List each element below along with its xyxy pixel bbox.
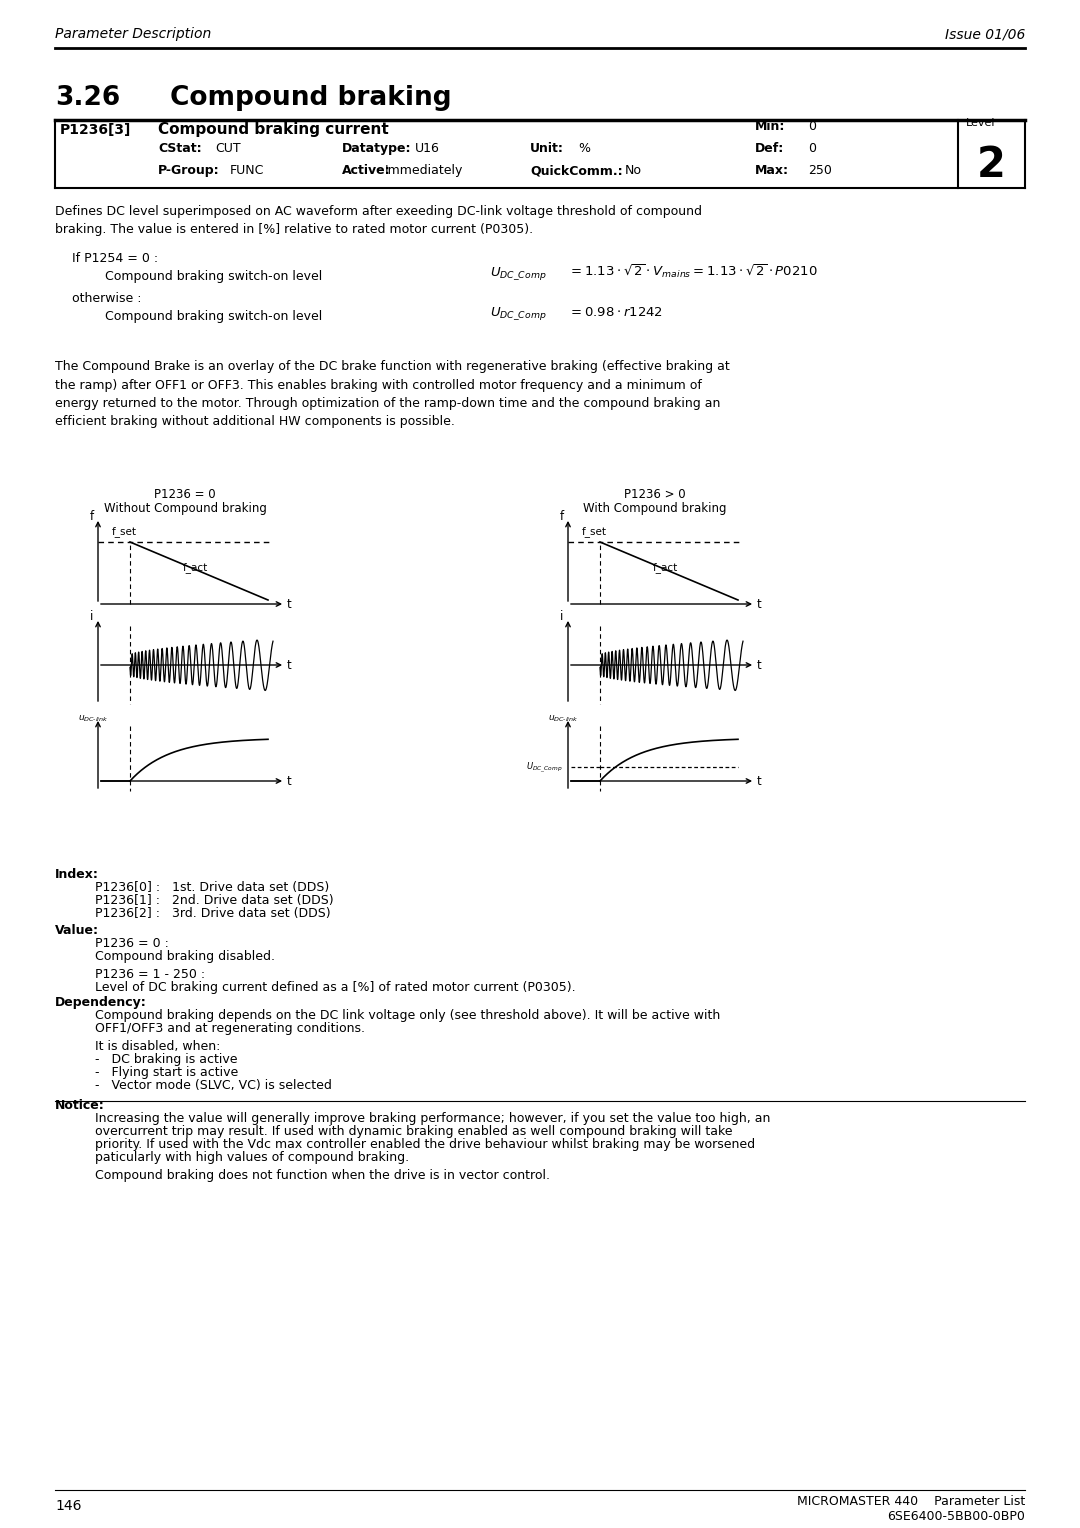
Text: 0: 0: [808, 142, 816, 154]
Text: Value:: Value:: [55, 924, 99, 937]
Text: P1236 = 0: P1236 = 0: [154, 487, 216, 501]
Text: Index:: Index:: [55, 868, 99, 882]
Text: Compound braking current: Compound braking current: [158, 122, 389, 138]
Text: Compound braking switch-on level: Compound braking switch-on level: [105, 310, 322, 322]
Text: i: i: [91, 610, 94, 623]
Text: The Compound Brake is an overlay of the DC brake function with regenerative brak: The Compound Brake is an overlay of the …: [55, 361, 730, 428]
Text: Defines DC level superimposed on AC waveform after exeeding DC-link voltage thre: Defines DC level superimposed on AC wave…: [55, 205, 702, 237]
Text: $U_{DC\_Comp}$: $U_{DC\_Comp}$: [526, 761, 563, 775]
Text: 146: 146: [55, 1499, 81, 1513]
Text: -   Vector mode (SLVC, VC) is selected: - Vector mode (SLVC, VC) is selected: [95, 1079, 332, 1093]
Text: Without Compound braking: Without Compound braking: [104, 503, 267, 515]
Text: t: t: [757, 775, 761, 788]
Text: overcurrent trip may result. If used with dynamic braking enabled as well compou: overcurrent trip may result. If used wit…: [95, 1125, 732, 1138]
Text: $=0.98\cdot r1242$: $=0.98\cdot r1242$: [568, 306, 663, 319]
Text: QuickComm.:: QuickComm.:: [530, 163, 623, 177]
Text: f_act: f_act: [183, 562, 208, 573]
Text: P1236[1] :   2nd. Drive data set (DDS): P1236[1] : 2nd. Drive data set (DDS): [95, 894, 334, 908]
Text: t: t: [287, 597, 292, 611]
Text: f_act: f_act: [653, 562, 678, 573]
Text: f: f: [90, 510, 94, 523]
Text: t: t: [757, 597, 761, 611]
Text: Increasing the value will generally improve braking performance; however, if you: Increasing the value will generally impr…: [95, 1112, 770, 1125]
Text: MICROMASTER 440    Parameter List: MICROMASTER 440 Parameter List: [797, 1494, 1025, 1508]
Text: -   DC braking is active: - DC braking is active: [95, 1053, 238, 1067]
Text: Level of DC braking current defined as a [%] of rated motor current (P0305).: Level of DC braking current defined as a…: [95, 981, 576, 995]
Text: t: t: [287, 775, 292, 788]
Text: Datatype:: Datatype:: [342, 142, 411, 154]
Text: Compound braking switch-on level: Compound braking switch-on level: [105, 270, 322, 283]
Text: 0: 0: [808, 121, 816, 133]
Text: P1236[2] :   3rd. Drive data set (DDS): P1236[2] : 3rd. Drive data set (DDS): [95, 908, 330, 920]
Text: priority. If used with the Vdc max controller enabled the drive behaviour whilst: priority. If used with the Vdc max contr…: [95, 1138, 755, 1151]
Text: CUT: CUT: [215, 142, 241, 154]
Text: No: No: [625, 163, 642, 177]
Text: t: t: [757, 659, 761, 672]
Text: P1236 = 1 - 250 :: P1236 = 1 - 250 :: [95, 969, 205, 981]
Text: P1236[3]: P1236[3]: [60, 122, 132, 138]
Text: Compound braking disabled.: Compound braking disabled.: [95, 950, 275, 963]
Text: Issue 01/06: Issue 01/06: [945, 28, 1025, 41]
Text: Max:: Max:: [755, 163, 789, 177]
Text: paticularly with high values of compound braking.: paticularly with high values of compound…: [95, 1151, 409, 1164]
Text: $U_{DC\_Comp}$: $U_{DC\_Comp}$: [490, 306, 546, 322]
Text: With Compound braking: With Compound braking: [583, 503, 727, 515]
Text: f_set: f_set: [582, 526, 607, 536]
Text: $u_{DC\text{-}link}$: $u_{DC\text{-}link}$: [78, 714, 108, 723]
Text: Level: Level: [966, 118, 996, 128]
Text: t: t: [287, 659, 292, 672]
Text: Parameter Description: Parameter Description: [55, 28, 212, 41]
Text: P1236 > 0: P1236 > 0: [624, 487, 686, 501]
Text: 2: 2: [976, 144, 1005, 186]
Text: 250: 250: [808, 163, 832, 177]
Text: P1236 = 0 :: P1236 = 0 :: [95, 937, 168, 950]
Text: P-Group:: P-Group:: [158, 163, 219, 177]
Text: f: f: [559, 510, 564, 523]
Text: $U_{DC\_Comp}$: $U_{DC\_Comp}$: [490, 264, 546, 283]
Text: -   Flying start is active: - Flying start is active: [95, 1067, 239, 1079]
Text: f_set: f_set: [112, 526, 137, 536]
Text: Active:: Active:: [342, 163, 391, 177]
Text: If P1254 = 0 :: If P1254 = 0 :: [72, 252, 158, 264]
Text: 6SE6400-5BB00-0BP0: 6SE6400-5BB00-0BP0: [887, 1510, 1025, 1523]
Text: Unit:: Unit:: [530, 142, 564, 154]
Text: Compound braking does not function when the drive is in vector control.: Compound braking does not function when …: [95, 1169, 550, 1183]
Text: Notice:: Notice:: [55, 1099, 105, 1112]
Text: P1236[0] :   1st. Drive data set (DDS): P1236[0] : 1st. Drive data set (DDS): [95, 882, 329, 894]
Text: Compound braking: Compound braking: [170, 86, 451, 112]
Text: Min:: Min:: [755, 121, 785, 133]
Text: OFF1/OFF3 and at regenerating conditions.: OFF1/OFF3 and at regenerating conditions…: [95, 1022, 365, 1034]
Text: $u_{DC\text{-}link}$: $u_{DC\text{-}link}$: [548, 714, 578, 723]
Text: Compound braking depends on the DC link voltage only (see threshold above). It w: Compound braking depends on the DC link …: [95, 1008, 720, 1022]
Text: Dependency:: Dependency:: [55, 996, 147, 1008]
Text: i: i: [561, 610, 564, 623]
Text: otherwise :: otherwise :: [72, 292, 141, 306]
Text: FUNC: FUNC: [230, 163, 265, 177]
Text: 3.26: 3.26: [55, 86, 120, 112]
Text: It is disabled, when:: It is disabled, when:: [95, 1041, 220, 1053]
Text: U16: U16: [415, 142, 440, 154]
Text: $=1.13\cdot\sqrt{2}\cdot V_{mains}=1.13\cdot\sqrt{2}\cdot P0210$: $=1.13\cdot\sqrt{2}\cdot V_{mains}=1.13\…: [568, 263, 818, 280]
Text: CStat:: CStat:: [158, 142, 202, 154]
Text: %: %: [578, 142, 590, 154]
Text: Immediately: Immediately: [384, 163, 463, 177]
Text: Def:: Def:: [755, 142, 784, 154]
